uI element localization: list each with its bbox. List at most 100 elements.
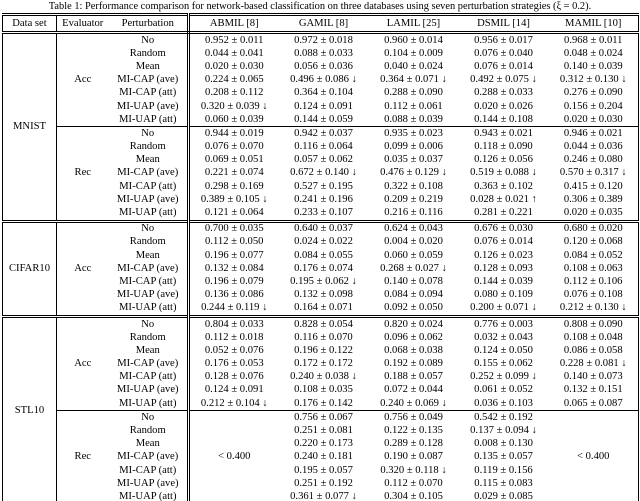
table-row: CIFAR10 Acc No 0.700 ± 0.035 0.640 ± 0.037 0.… bbox=[2, 219, 639, 317]
perturbation-cell: No bbox=[108, 410, 190, 425]
value-cell: 0.084 ± 0.094 bbox=[384, 289, 443, 301]
value-cell: 0.570 ± 0.317 ↓ bbox=[559, 167, 627, 179]
value-cell: 0.233 ± 0.107 bbox=[294, 207, 353, 219]
value-cell: 0.221 ± 0.074 bbox=[204, 167, 264, 179]
column-header: DSMIL [14] bbox=[458, 14, 549, 34]
span-value-cell: < 0.400 bbox=[548, 410, 639, 501]
value-cell: 0.209 ± 0.219 bbox=[384, 193, 443, 205]
perturbation-cell: No bbox=[108, 31, 190, 48]
value-cell: 0.096 ± 0.062 bbox=[384, 331, 443, 343]
value-cell: 0.542 ± 0.192 bbox=[458, 410, 549, 425]
value-cell: 0.052 ± 0.076 bbox=[204, 344, 264, 356]
value-cell: 0.116 ± 0.070 bbox=[294, 331, 353, 343]
perturbation-cell: Random bbox=[108, 47, 190, 61]
value-cell: 0.200 ± 0.071 ↓ bbox=[470, 302, 537, 314]
table-row: MI-CAP (ave) 0.240 ± 0.181 0.190 ± 0.087 0.… bbox=[3, 450, 639, 464]
value-cell: 0.119 ± 0.156 bbox=[474, 464, 533, 476]
value-cell: 0.076 ± 0.040 bbox=[474, 47, 533, 59]
value-cell: 0.968 ± 0.011 bbox=[548, 31, 639, 48]
value-cell: 0.240 ± 0.038 ↓ bbox=[290, 371, 357, 383]
value-cell: 0.112 ± 0.106 bbox=[564, 275, 623, 287]
table-row: MI-CAP (ave) 0.132 ± 0.084 0.176 ± 0.074 0.… bbox=[3, 262, 639, 276]
perturbation-cell: MI-CAP (att) bbox=[108, 464, 190, 478]
value-cell: 0.121 ± 0.064 bbox=[204, 207, 264, 219]
value-cell: 0.496 ± 0.086 ↓ bbox=[290, 74, 357, 86]
value-cell: 0.240 ± 0.069 ↓ bbox=[380, 397, 447, 409]
value-cell: 0.288 ± 0.090 bbox=[384, 87, 443, 99]
value-cell: 0.942 ± 0.037 bbox=[278, 126, 369, 141]
table-row: Mean 0.020 ± 0.030 0.056 ± 0.036 0.040 ± 0.… bbox=[3, 60, 639, 74]
table-row: MI-UAP (att) 0.060 ± 0.039 0.144 ± 0.059 0.… bbox=[3, 113, 639, 127]
value-cell: 0.519 ± 0.088 ↓ bbox=[470, 167, 537, 179]
table-row: MI-UAP (ave) 0.389 ± 0.105 ↓ 0.241 ± 0.196… bbox=[3, 193, 639, 207]
value-cell: 0.943 ± 0.021 bbox=[458, 126, 549, 141]
table-row: MI-CAP (ave) 0.176 ± 0.053 0.172 ± 0.172 0.… bbox=[3, 357, 639, 371]
perturbation-cell: MI-CAP (ave) bbox=[108, 450, 190, 464]
value-cell: 0.192 ± 0.089 bbox=[384, 358, 443, 370]
value-cell: 0.132 ± 0.151 bbox=[563, 384, 623, 396]
table-caption: Table 1: Performance comparison for netw… bbox=[48, 1, 592, 12]
span-value-cell: < 0.400 bbox=[188, 410, 279, 501]
value-cell: 0.112 ± 0.018 bbox=[205, 331, 264, 343]
table-row: MI-CAP (att) 0.208 ± 0.112 0.364 ± 0.104 0.… bbox=[3, 86, 639, 100]
value-cell: 0.320 ± 0.039 ↓ bbox=[200, 100, 268, 112]
table-row: Mean 0.052 ± 0.076 0.196 ± 0.122 0.068 ± 0.… bbox=[3, 344, 639, 358]
value-cell: 0.088 ± 0.039 bbox=[384, 113, 443, 125]
evaluator-cell: Rec bbox=[56, 410, 109, 501]
value-cell: 0.065 ± 0.087 bbox=[563, 397, 623, 409]
value-cell: 0.252 ± 0.099 ↓ bbox=[470, 371, 537, 383]
value-cell: 0.756 ± 0.049 bbox=[368, 410, 459, 425]
value-cell: 0.700 ± 0.035 bbox=[188, 219, 279, 236]
value-cell: 0.196 ± 0.122 bbox=[294, 344, 353, 356]
value-cell: 0.086 ± 0.058 bbox=[563, 344, 623, 356]
perturbation-cell: MI-CAP (att) bbox=[108, 180, 190, 194]
value-cell: 0.135 ± 0.057 bbox=[474, 451, 533, 463]
perturbation-cell: Mean bbox=[108, 249, 190, 263]
perturbation-cell: MI-CAP (ave) bbox=[108, 262, 190, 276]
value-cell: 0.137 ± 0.094 ↓ bbox=[470, 425, 537, 437]
value-cell: 0.044 ± 0.036 bbox=[563, 141, 623, 153]
value-cell: 0.676 ± 0.030 bbox=[458, 219, 549, 236]
value-cell: 0.640 ± 0.037 bbox=[278, 219, 369, 236]
perturbation-cell: MI-UAP (ave) bbox=[108, 383, 190, 398]
value-cell: 0.389 ± 0.105 ↓ bbox=[200, 193, 268, 205]
value-cell: 0.195 ± 0.057 bbox=[294, 464, 353, 476]
perturbation-cell: MI-UAP (att) bbox=[108, 113, 190, 127]
column-header: Evaluator bbox=[56, 14, 109, 34]
value-cell: 0.268 ± 0.027 ↓ bbox=[380, 262, 447, 274]
value-cell: 0.220 ± 0.173 bbox=[294, 438, 353, 450]
value-cell: 0.044 ± 0.041 bbox=[204, 47, 264, 59]
perturbation-cell: MI-CAP (att) bbox=[108, 370, 190, 384]
value-cell: 0.776 ± 0.003 bbox=[458, 314, 549, 332]
column-header: MAMIL [10] bbox=[548, 14, 639, 34]
perturbation-cell: Random bbox=[108, 424, 190, 438]
value-cell: 0.944 ± 0.019 bbox=[188, 126, 279, 141]
value-cell: 0.140 ± 0.078 bbox=[384, 275, 443, 287]
value-cell: 0.108 ± 0.035 bbox=[294, 384, 353, 396]
value-cell: 0.116 ± 0.064 bbox=[294, 141, 353, 153]
value-cell: 0.935 ± 0.023 bbox=[368, 126, 459, 141]
perturbation-cell: MI-UAP (att) bbox=[108, 206, 190, 222]
value-cell: 0.061 ± 0.052 bbox=[474, 384, 533, 396]
value-cell: 0.956 ± 0.017 bbox=[458, 31, 549, 48]
evaluator-cell: Acc bbox=[56, 314, 109, 411]
table-row: STL10 Acc No 0.804 ± 0.033 0.828 ± 0.054 0.82… bbox=[2, 314, 639, 501]
value-cell: 0.126 ± 0.023 bbox=[474, 249, 533, 261]
value-cell: 0.972 ± 0.018 bbox=[278, 31, 369, 48]
value-cell: 0.244 ± 0.119 ↓ bbox=[201, 302, 268, 314]
value-cell: 0.415 ± 0.120 bbox=[563, 180, 623, 192]
value-cell: 0.024 ± 0.022 bbox=[294, 236, 353, 248]
value-cell: 0.952 ± 0.011 bbox=[188, 31, 279, 48]
value-cell: 0.176 ± 0.142 bbox=[294, 397, 353, 409]
value-cell: 0.240 ± 0.181 bbox=[294, 451, 353, 463]
value-cell: 0.056 ± 0.036 bbox=[294, 60, 353, 72]
perturbation-cell: MI-UAP (att) bbox=[108, 490, 190, 501]
perturbation-cell: No bbox=[108, 126, 190, 141]
value-cell: 0.156 ± 0.204 bbox=[563, 100, 623, 112]
perturbation-cell: Mean bbox=[108, 153, 190, 167]
column-header: GAMIL [8] bbox=[278, 14, 369, 34]
value-cell: 0.076 ± 0.108 bbox=[563, 289, 623, 301]
value-cell: 0.820 ± 0.024 bbox=[368, 314, 459, 332]
value-cell: 0.040 ± 0.024 bbox=[384, 60, 443, 72]
column-header: Perturbation bbox=[108, 14, 190, 34]
